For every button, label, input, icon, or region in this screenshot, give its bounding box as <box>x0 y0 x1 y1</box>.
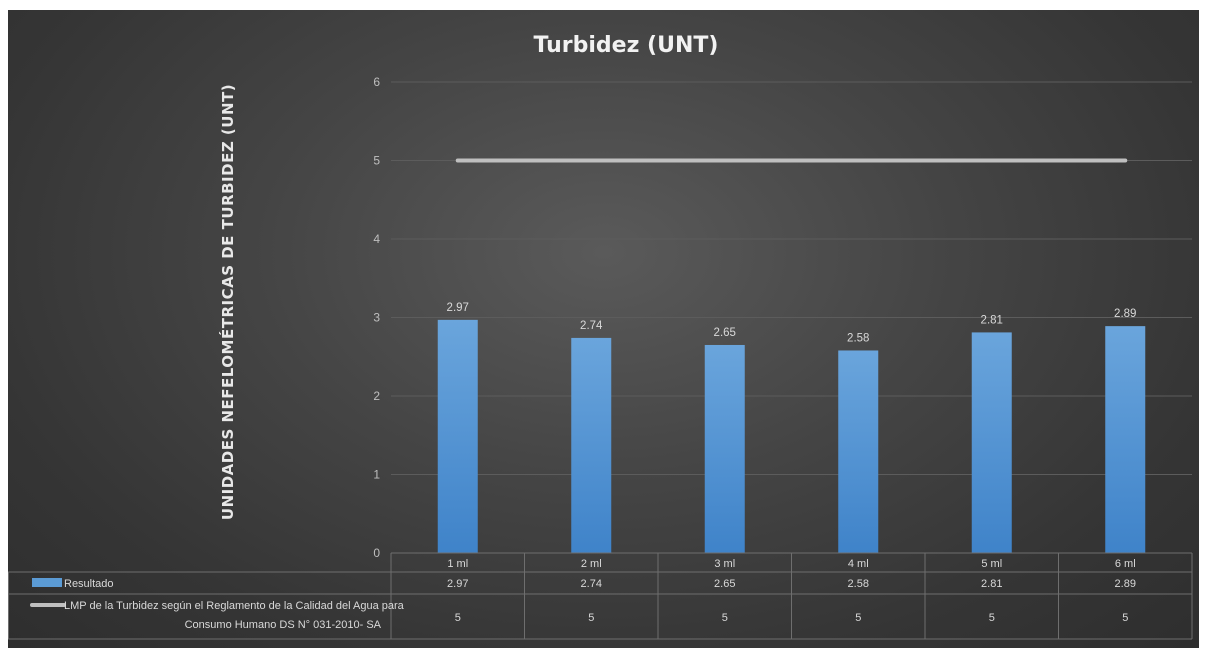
table-cell-resultado: 2.58 <box>848 578 869 590</box>
data-table: 1 ml 2.97 5 2 ml 2.74 5 3 ml 2.65 5 4 ml 2.58 5 5 ml… <box>8 552 1193 640</box>
data-label: 2.89 <box>1114 308 1136 320</box>
legend-label-lmp-line1: LMP de la Turbidez según el Reglamento d… <box>64 600 405 612</box>
table-cell-resultado: 2.97 <box>447 578 468 590</box>
table-cell-resultado: 2.81 <box>981 578 1002 590</box>
legend-label-resultado: Resultado <box>64 578 114 590</box>
x-category-label: 1 ml <box>447 558 468 570</box>
y-tick-label: 2 <box>373 389 380 403</box>
x-category-label: 3 ml <box>714 558 735 570</box>
table-cell-lmp: 5 <box>455 612 461 624</box>
y-tick-label: 5 <box>373 154 380 168</box>
legend-label-lmp-line2: Consumo Humano DS N° 031-2010- SA <box>185 619 382 631</box>
y-tick-label: 1 <box>373 468 380 482</box>
data-label: 2.65 <box>714 327 736 339</box>
chart-svg: Turbidez (UNT) UNIDADES NEFELOMÉTRICAS D… <box>8 33 1193 640</box>
x-category-label: 6 ml <box>1115 558 1136 570</box>
table-cell-resultado: 2.74 <box>581 578 602 590</box>
table-cell-lmp: 5 <box>989 612 995 624</box>
y-tick-label: 0 <box>373 546 380 560</box>
y-tick-label: 6 <box>373 75 380 89</box>
x-category-label: 4 ml <box>848 558 869 570</box>
grid-layer: 0 1 2 3 4 5 6 <box>373 75 1192 560</box>
y-tick-label: 4 <box>373 232 380 246</box>
legend-key-resultado <box>32 578 62 587</box>
table-cell-resultado: 2.65 <box>714 578 735 590</box>
bar <box>838 350 879 553</box>
table-cell-lmp: 5 <box>722 612 728 624</box>
bar <box>971 332 1012 553</box>
bar <box>571 337 612 553</box>
chart-title: Turbidez (UNT) <box>534 33 719 58</box>
bar <box>437 319 478 553</box>
data-label: 2.97 <box>447 302 469 314</box>
bar <box>704 344 745 553</box>
data-label: 2.74 <box>580 320 603 332</box>
x-category-label: 5 ml <box>981 558 1002 570</box>
y-axis-label: UNIDADES NEFELOMÉTRICAS DE TURBIDEZ (UNT… <box>218 84 237 520</box>
bar <box>1105 326 1146 553</box>
table-cell-lmp: 5 <box>588 612 594 624</box>
table-cell-lmp: 5 <box>855 612 861 624</box>
table-cell-resultado: 2.89 <box>1115 578 1136 590</box>
bars-layer: 2.97 2.74 2.65 2.58 2.81 2.89 <box>437 302 1146 553</box>
table-cell-lmp: 5 <box>1122 612 1128 624</box>
chart-frame: Turbidez (UNT) UNIDADES NEFELOMÉTRICAS D… <box>8 10 1199 648</box>
y-tick-label: 3 <box>373 311 380 325</box>
x-category-label: 2 ml <box>581 558 602 570</box>
data-label: 2.81 <box>981 314 1003 326</box>
data-label: 2.58 <box>847 332 869 344</box>
